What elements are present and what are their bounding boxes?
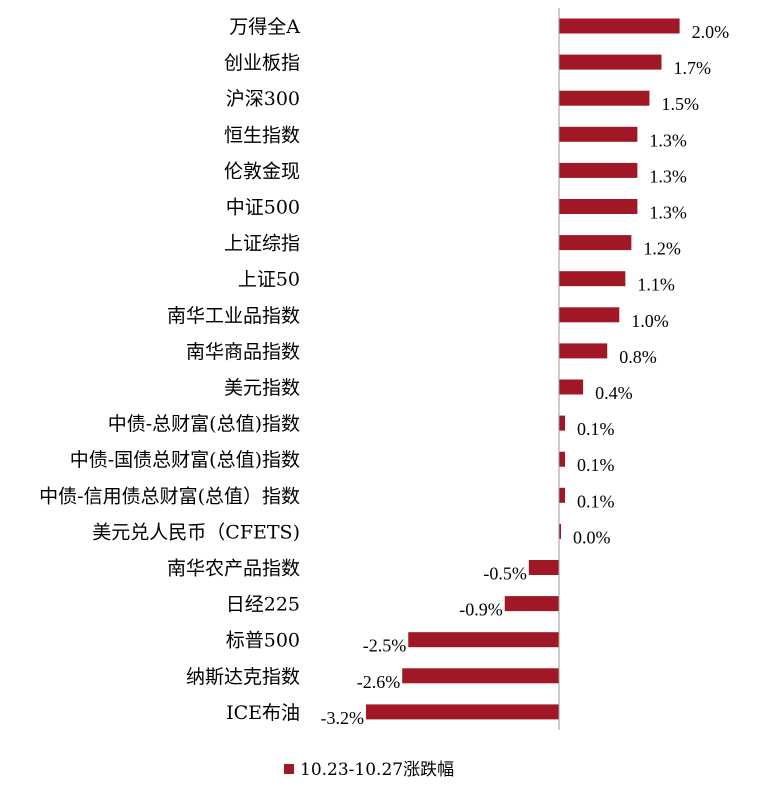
- bar: [559, 487, 566, 503]
- value-label: -3.2%: [321, 708, 365, 728]
- bar: [559, 379, 584, 395]
- category-label: 中证500: [226, 197, 300, 219]
- category-label: 恒生指数: [224, 124, 300, 146]
- value-label: 1.3%: [649, 203, 687, 223]
- category-label: 中债-总财富(总值)指数: [108, 413, 300, 435]
- category-label: 创业板指: [224, 52, 300, 74]
- value-label: 1.2%: [643, 239, 681, 259]
- bar: [402, 668, 559, 684]
- category-label: 日经225: [226, 594, 300, 616]
- category-label: 美元指数: [224, 377, 300, 399]
- bar: [559, 162, 638, 178]
- value-label: -2.6%: [357, 672, 401, 692]
- category-label: 纳斯达克指数: [186, 666, 300, 688]
- value-label: 0.1%: [577, 491, 615, 511]
- bar: [559, 199, 638, 214]
- bar: [528, 560, 559, 575]
- bar: [559, 343, 608, 359]
- bar: [559, 415, 566, 431]
- value-label: 1.3%: [649, 166, 687, 186]
- value-label: -0.5%: [483, 564, 527, 584]
- value-label: 0.8%: [619, 347, 657, 367]
- bar: [559, 307, 620, 323]
- category-label: 标普500: [226, 630, 300, 652]
- legend-label: 10.23-10.27涨跌幅: [300, 760, 454, 780]
- value-label: 0.4%: [595, 383, 633, 403]
- category-label: 沪深300: [226, 88, 300, 110]
- value-label: 1.5%: [661, 94, 699, 114]
- category-label: ICE布油: [226, 702, 300, 724]
- category-label: 南华农产品指数: [167, 558, 300, 580]
- value-label: 1.1%: [637, 275, 675, 295]
- bar: [559, 18, 680, 34]
- category-label: 中债-信用债总财富(总值）指数: [39, 485, 300, 507]
- bar: [366, 704, 559, 720]
- bar: [559, 54, 662, 70]
- bar: [559, 90, 650, 106]
- bar: [559, 126, 638, 142]
- value-label: -2.5%: [363, 636, 407, 656]
- legend: 10.23-10.27涨跌幅: [284, 760, 454, 780]
- category-label: 伦敦金现: [224, 160, 300, 182]
- bar: [559, 271, 626, 287]
- bars: [366, 18, 680, 720]
- legend-swatch: [284, 764, 294, 774]
- bar: [408, 632, 559, 648]
- bar: [504, 596, 559, 612]
- value-label: -0.9%: [459, 600, 503, 620]
- category-label: 上证综指: [224, 233, 300, 255]
- value-label: 0.1%: [577, 455, 615, 475]
- category-label: 中债-国债总财富(总值)指数: [70, 449, 300, 471]
- bar: [559, 523, 561, 539]
- category-label: 南华商品指数: [186, 341, 300, 363]
- category-label: 万得全A: [229, 16, 300, 38]
- value-labels: 2.0% 1.7% 1.5% 1.3% 1.3% 1.3% 1.2% 1.1% 1.0% 0.8%…: [321, 22, 730, 728]
- value-label: 1.7%: [674, 58, 712, 78]
- category-label: 南华工业品指数: [167, 305, 300, 327]
- value-label: 2.0%: [692, 22, 730, 42]
- category-label: 上证50: [238, 269, 300, 291]
- value-label: 1.0%: [631, 311, 669, 331]
- value-label: 0.0%: [573, 527, 611, 547]
- category-label: 美元兑人民币（CFETS): [92, 521, 300, 543]
- value-label: 0.1%: [577, 419, 615, 439]
- bar: [559, 451, 566, 467]
- value-label: 1.3%: [649, 130, 687, 150]
- bar: [559, 235, 632, 251]
